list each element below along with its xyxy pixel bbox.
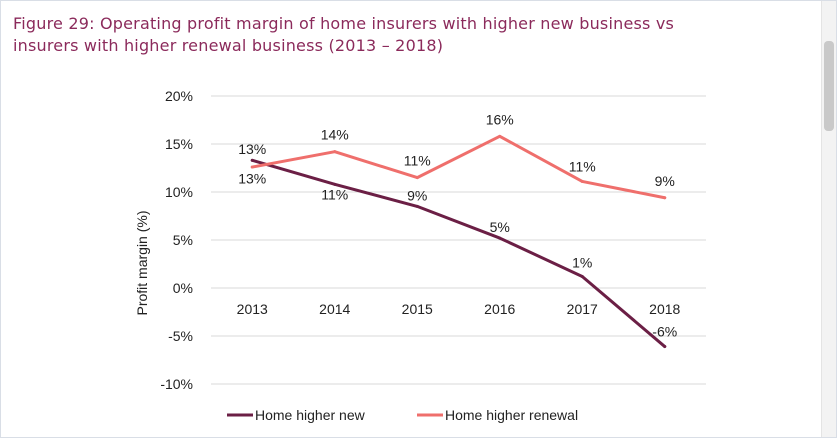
figure-title-line-1: Figure 29: Operating profit margin of ho… (13, 14, 675, 33)
data-label: 13% (238, 170, 266, 186)
data-point (333, 182, 337, 186)
data-label: -6% (652, 324, 677, 340)
scrollbar-track[interactable] (821, 1, 836, 437)
figure-title: Figure 29: Operating profit margin of ho… (13, 13, 813, 57)
y-tick-label: 0% (173, 280, 193, 296)
gridlines (211, 95, 706, 385)
data-label: 11% (569, 158, 596, 174)
scrollbar-thumb[interactable] (824, 41, 834, 131)
data-label: 9% (655, 173, 675, 189)
data-label: 11% (321, 186, 348, 202)
data-point (663, 196, 667, 200)
data-label: 1% (572, 254, 592, 270)
y-tick-label: 15% (165, 136, 193, 152)
y-axis-label: Profit margin (%) (134, 210, 150, 315)
data-label: 11% (404, 153, 431, 169)
y-tick-label: -10% (160, 376, 193, 392)
legend-label: Home higher renewal (445, 407, 578, 423)
y-tick-label: 5% (173, 232, 193, 248)
data-label: 14% (321, 127, 349, 143)
data-label: 5% (490, 219, 510, 235)
x-tick-label: 2013 (237, 301, 268, 317)
data-point (498, 134, 502, 138)
data-point (580, 179, 584, 183)
y-tick-label: 10% (165, 184, 193, 200)
y-tick-label: -5% (168, 328, 193, 344)
data-label: 13% (238, 141, 266, 157)
data-labels: 13% 11% 9% 5% 1% -6% 13% 14% 11% 16% 11% 9% (238, 111, 677, 339)
legend: Home higher new Home higher renewal (227, 407, 578, 423)
data-point (498, 236, 502, 240)
x-axis-ticks: 2013 2014 2015 2016 2017 2018 (237, 301, 681, 317)
data-point (663, 345, 667, 349)
x-tick-label: 2018 (649, 301, 680, 317)
series-line-home-higher-renewal (250, 134, 667, 200)
data-point (415, 176, 419, 180)
series (250, 134, 667, 349)
data-point (333, 150, 337, 154)
data-label: 9% (407, 187, 427, 203)
data-point (415, 204, 419, 208)
legend-label: Home higher new (255, 407, 366, 423)
figure-title-line-2: insurers with higher renewal business (2… (13, 36, 444, 55)
data-label: 16% (486, 111, 514, 127)
data-point (580, 274, 584, 278)
x-tick-label: 2015 (402, 301, 433, 317)
x-tick-label: 2017 (567, 301, 598, 317)
data-point (250, 165, 254, 169)
x-tick-label: 2014 (319, 301, 350, 317)
x-tick-label: 2016 (484, 301, 515, 317)
series-line-home-higher-new (250, 158, 667, 349)
data-point (250, 158, 254, 162)
y-axis-ticks: 20% 15% 10% 5% 0% -5% -10% (160, 88, 193, 392)
y-tick-label: 20% (165, 88, 193, 104)
